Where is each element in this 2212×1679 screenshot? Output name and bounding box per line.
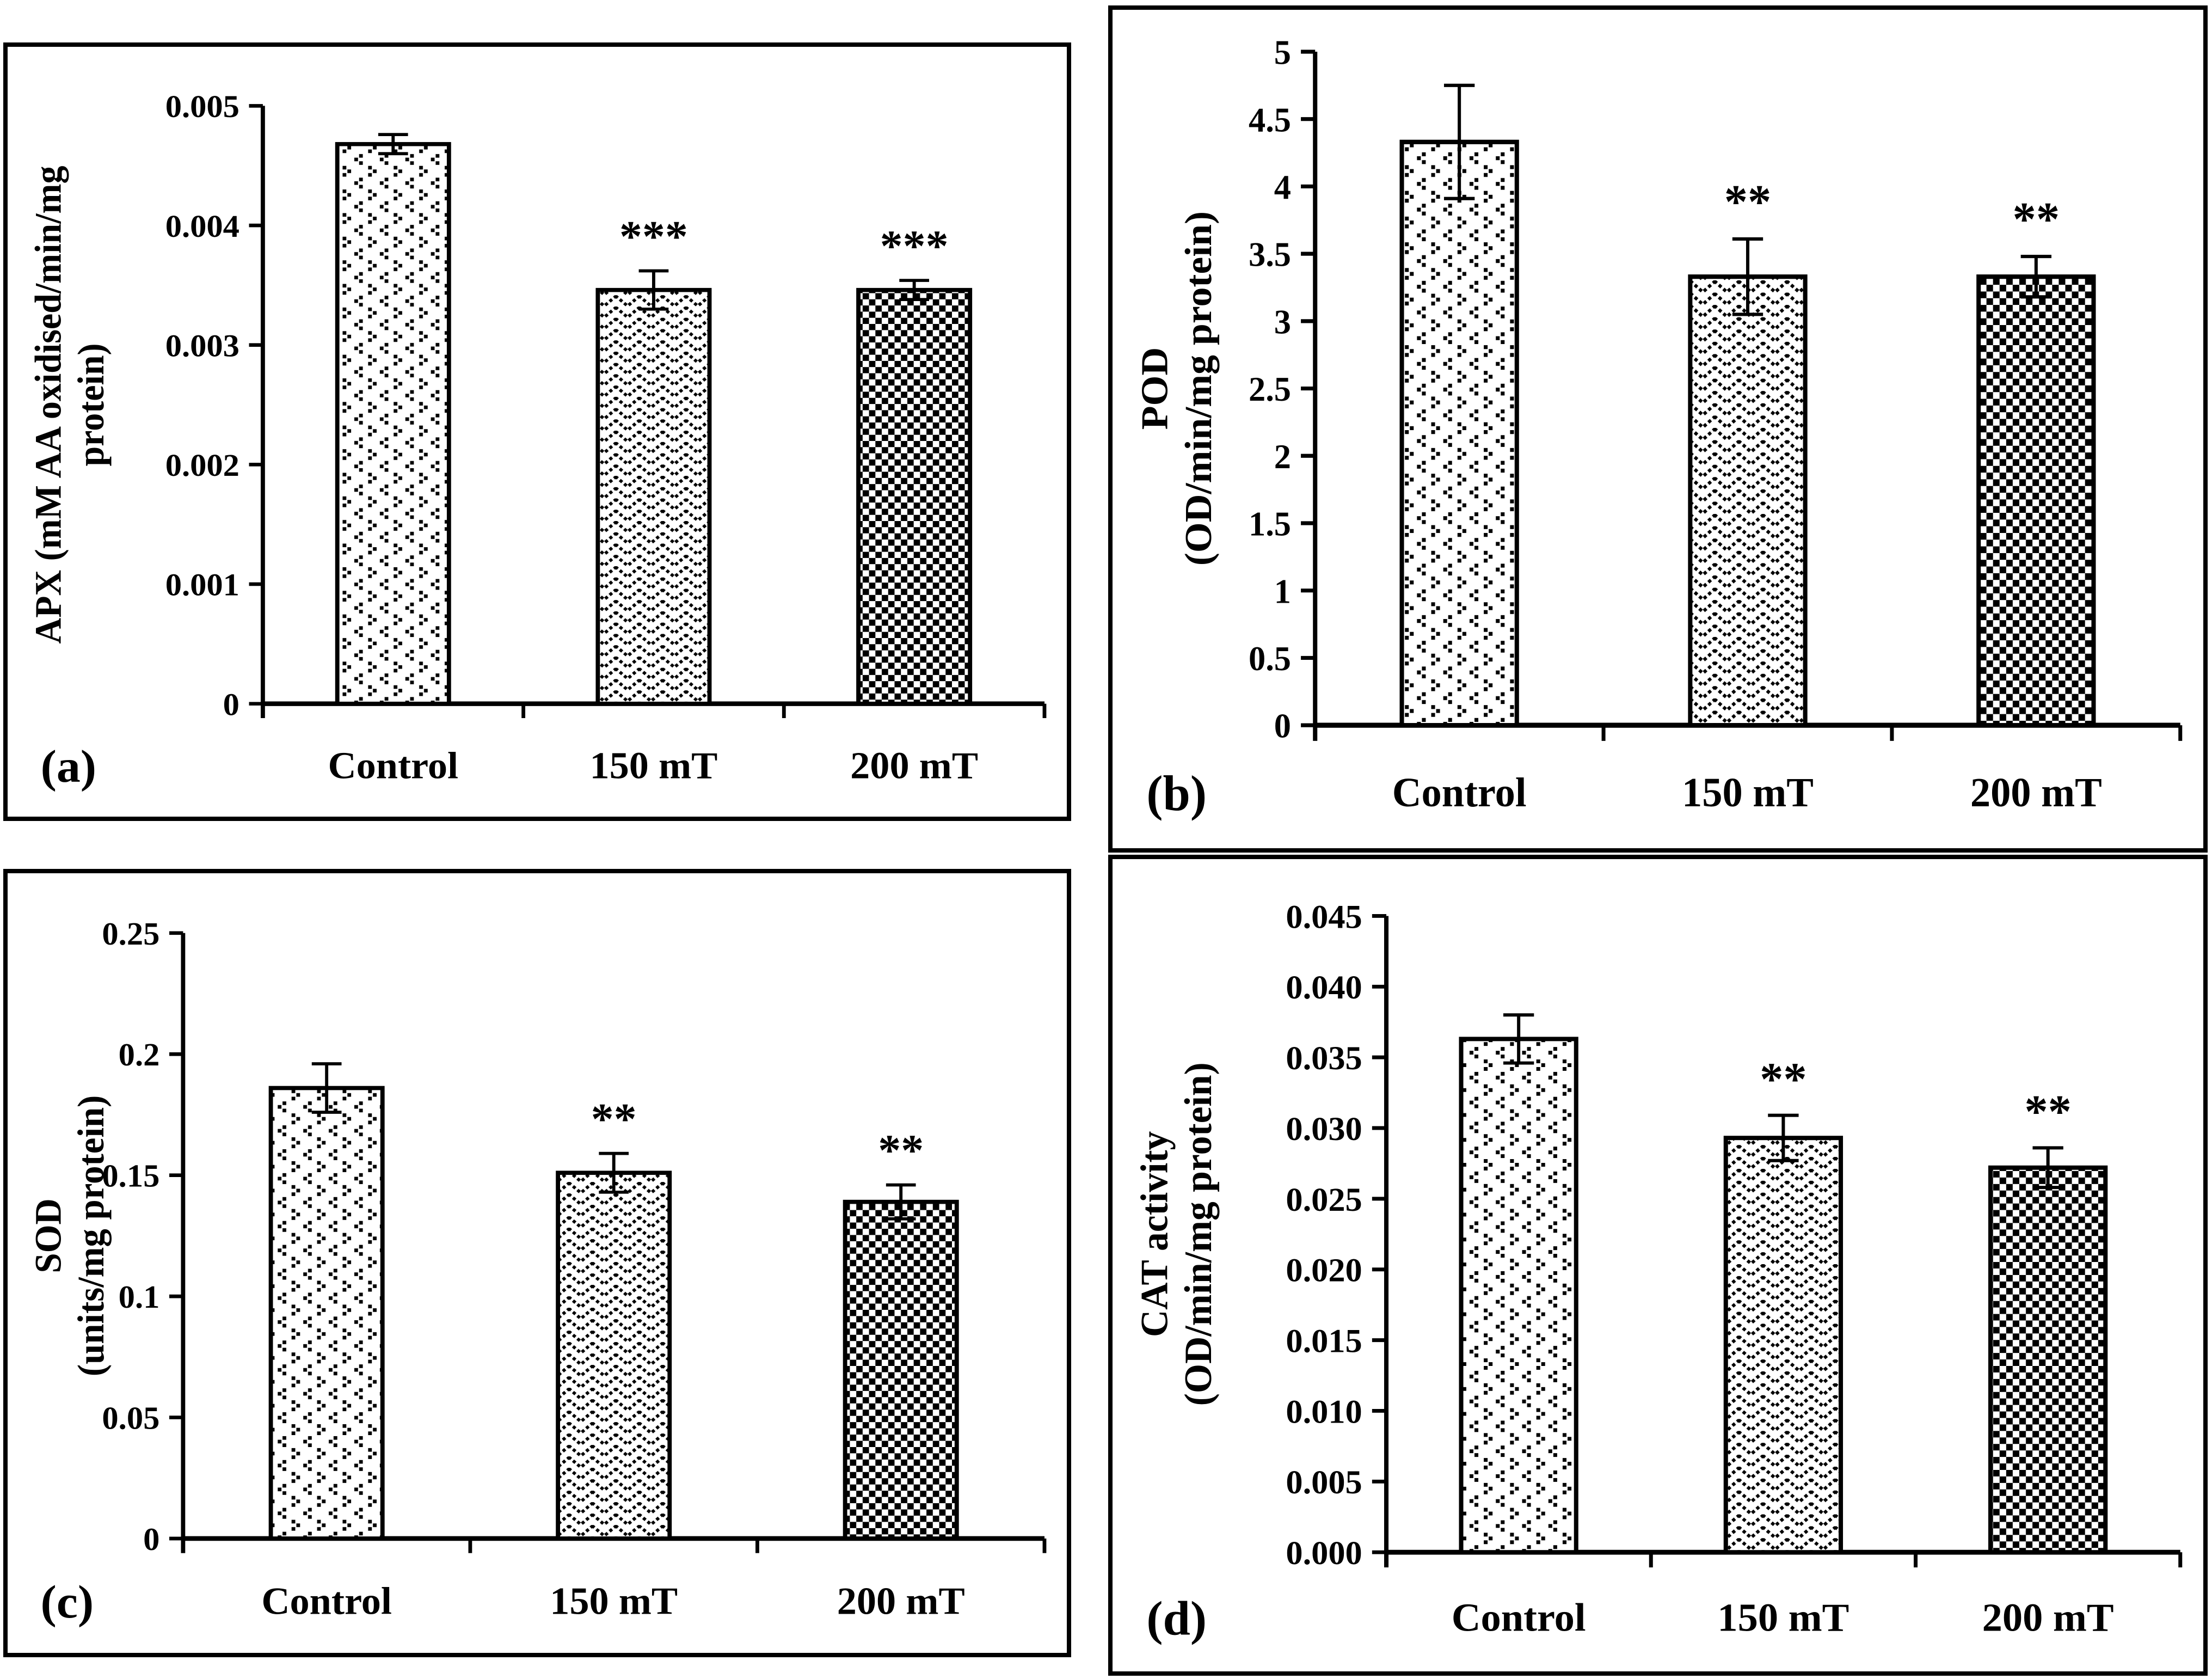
bar-control [1459, 1037, 1578, 1555]
panel-d: 0.000 0.005 0.010 0.015 0.020 0.025 0.030 0.035… [1108, 855, 2208, 1676]
y-tick-label: 0 [1274, 707, 1291, 745]
category-label: Control [1392, 770, 1527, 816]
y-tick-label: 0.030 [1286, 1111, 1362, 1148]
chart-b-svg: 0 0.5 1 1.5 2 2.5 3 3.5 4 4.5 5 Control ** 150 mT ** 20… [1134, 33, 2183, 821]
significance-label: *** [619, 212, 688, 261]
chart-a-svg: 0 0.001 0.002 0.003 0.004 0.005 Control *** 150 … [28, 89, 1047, 792]
y-tick-label: 0.5 [1249, 639, 1291, 678]
y-tick-label: 5 [1274, 33, 1291, 72]
y-tick-label: 0.15 [102, 1158, 159, 1193]
y-tick-label: 0.020 [1286, 1252, 1362, 1289]
y-axis-title-line: (OD/min/mg protein) [1178, 211, 1220, 566]
panel-c: 0 0.05 0.1 0.15 0.2 0.25 Control ** 150 mT ** 200 … [3, 869, 1071, 1657]
bar-150-mt [595, 287, 712, 706]
panel-b: 0 0.5 1 1.5 2 2.5 3 3.5 4 4.5 5 Control ** 150 mT ** 20… [1108, 5, 2208, 853]
category-label: Control [328, 745, 458, 787]
panel-a: 0 0.001 0.002 0.003 0.004 0.005 Control *** 150 … [3, 42, 1071, 821]
category-label: 150 mT [1682, 770, 1814, 816]
bar-control [335, 142, 451, 706]
bar-150-mt [1688, 274, 1808, 728]
y-tick-label: 0.010 [1286, 1394, 1362, 1431]
y-tick-label: 0 [223, 687, 239, 722]
category-label: 150 mT [550, 1580, 678, 1622]
significance-label: ** [878, 1125, 924, 1175]
panel-letter: (a) [41, 740, 96, 792]
significance-label: ** [1724, 175, 1772, 228]
panel-letter: (b) [1146, 765, 1207, 821]
y-tick-label: 0.25 [102, 916, 159, 951]
y-tick-label: 0.025 [1286, 1181, 1362, 1218]
y-tick-label: 0.000 [1286, 1535, 1362, 1572]
category-label: Control [1452, 1596, 1586, 1640]
category-label: 200 mT [850, 745, 978, 787]
y-tick-label: 0.015 [1286, 1323, 1362, 1360]
significance-label: ** [2013, 192, 2060, 246]
y-tick-label: 0.2 [119, 1037, 160, 1073]
y-axis-title-line: (units/mg protein) [70, 1095, 112, 1377]
bar-control [1399, 139, 1519, 728]
category-label: 150 mT [1717, 1596, 1849, 1640]
y-tick-label: 0.005 [1286, 1464, 1362, 1502]
bar-200-mt [843, 1199, 959, 1541]
y-tick-label: 4.5 [1249, 101, 1291, 139]
chart-c-svg: 0 0.05 0.1 0.15 0.2 0.25 Control ** 150 mT ** 200 … [28, 916, 1047, 1628]
y-tick-label: 0.040 [1286, 969, 1362, 1006]
y-tick-label: 4 [1274, 168, 1291, 206]
y-tick-label: 3.5 [1249, 235, 1291, 274]
category-label: 150 mT [589, 745, 717, 787]
y-tick-label: 0 [143, 1522, 159, 1557]
category-label: 200 mT [1970, 770, 2102, 816]
significance-label: ** [2024, 1086, 2072, 1137]
y-tick-label: 0.002 [165, 448, 239, 483]
y-tick-label: 3 [1274, 303, 1291, 341]
bar-200-mt [1988, 1165, 2108, 1555]
y-tick-label: 0.1 [119, 1279, 160, 1315]
y-tick-label: 0.045 [1286, 899, 1362, 936]
category-label: Control [261, 1580, 392, 1622]
y-tick-label: 1.5 [1249, 505, 1291, 543]
bar-150-mt [1723, 1136, 1844, 1555]
category-label: 200 mT [837, 1580, 965, 1622]
y-tick-label: 1 [1274, 572, 1291, 611]
significance-label: ** [1760, 1053, 1807, 1105]
y-axis-title-line: protein) [70, 343, 112, 466]
significance-label: ** [591, 1094, 637, 1143]
y-axis-title-line: CAT activity [1134, 1131, 1176, 1337]
panel-letter: (d) [1146, 1592, 1207, 1645]
y-tick-label: 0.001 [165, 567, 239, 603]
y-tick-label: 0.05 [102, 1400, 159, 1436]
bar-200-mt [856, 287, 973, 706]
y-tick-label: 2 [1274, 437, 1291, 476]
category-label: 200 mT [1982, 1596, 2114, 1640]
y-tick-label: 0.005 [165, 89, 239, 124]
y-axis-title-line: APX (mM AA oxidised/min/mg [28, 166, 69, 644]
panel-letter: (c) [41, 1576, 94, 1628]
y-axis-title-line: POD [1134, 347, 1176, 430]
significance-label: *** [880, 222, 949, 271]
y-tick-label: 2.5 [1249, 370, 1291, 409]
y-tick-label: 0.004 [165, 209, 239, 244]
bar-control [268, 1086, 385, 1541]
bar-150-mt [556, 1171, 672, 1541]
y-tick-label: 0.003 [165, 328, 239, 363]
chart-d-svg: 0.000 0.005 0.010 0.015 0.020 0.025 0.030 0.035… [1134, 899, 2183, 1645]
y-tick-label: 0.035 [1286, 1040, 1362, 1077]
bar-200-mt [1976, 274, 2096, 728]
y-axis-title-line: (OD/min/mg protein) [1178, 1062, 1220, 1406]
y-axis-title-line: SOD [28, 1198, 69, 1273]
